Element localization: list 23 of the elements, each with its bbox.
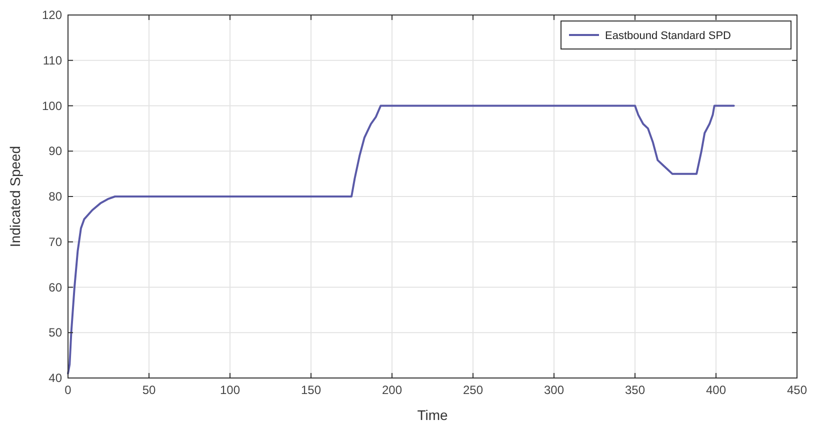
y-tick-label: 90 [48, 144, 62, 158]
x-tick-label: 400 [706, 383, 726, 397]
x-tick-label: 250 [462, 383, 484, 397]
y-tick-label: 60 [48, 280, 62, 294]
x-axis-title: Time [417, 407, 448, 423]
x-tick-label: 450 [786, 383, 808, 397]
y-tick-label: 50 [48, 326, 62, 340]
x-tick-label: 350 [624, 383, 646, 397]
x-tick-label: 50 [142, 383, 156, 397]
y-tick-label: 110 [42, 53, 62, 68]
y-tick-label: 120 [42, 8, 62, 22]
y-tick-label: 80 [48, 190, 62, 204]
line-series [67, 104, 735, 374]
x-tick-label: 0 [64, 383, 72, 397]
y-tick-label: 70 [48, 234, 62, 249]
x-tick-label: 150 [300, 383, 322, 397]
y-axis-title: Indicated Speed [7, 146, 23, 248]
legend-label: Eastbound Standard SPD [605, 30, 732, 42]
y-tick-label: 40 [48, 371, 62, 385]
x-tick-label: 300 [544, 383, 564, 397]
y-tick-label: 100 [42, 98, 62, 113]
x-tick-label: 100 [220, 383, 240, 397]
x-tick-label: 200 [382, 383, 402, 397]
